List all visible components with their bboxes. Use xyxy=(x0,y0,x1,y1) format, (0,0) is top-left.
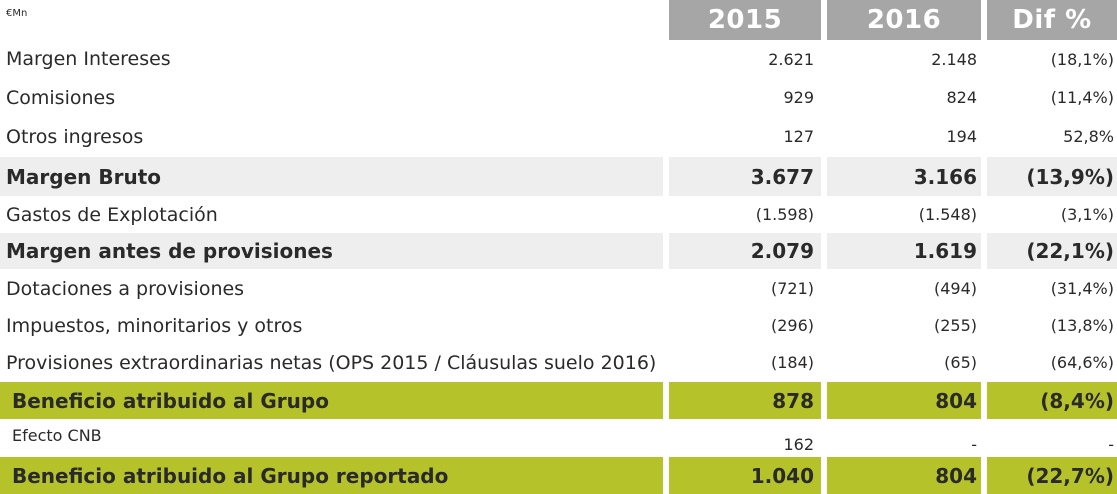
table-row: Dotaciones a provisiones (721) (494) (31… xyxy=(0,270,1117,307)
value-dif: (13,9%) xyxy=(987,157,1117,196)
value-2016: (1.548) xyxy=(918,205,977,224)
value-2015: (296) xyxy=(770,316,814,335)
value-dif: (22,7%) xyxy=(987,457,1117,494)
row-label: Dotaciones a provisiones xyxy=(6,277,245,300)
table-row: Gastos de Explotación (1.598) (1.548) (3… xyxy=(0,196,1117,233)
value-dif: (22,1%) xyxy=(987,233,1117,269)
table-row: Provisiones extraordinarias netas (OPS 2… xyxy=(0,344,1117,381)
value-2016: 2.148 xyxy=(931,49,977,69)
subtotal-row: Margen Bruto 3.677 3.166 (13,9%) xyxy=(0,157,1117,196)
row-label: Provisiones extraordinarias netas (OPS 2… xyxy=(6,351,657,374)
value-2016: 194 xyxy=(946,127,977,146)
row-label: Beneficio atribuido al Grupo xyxy=(0,382,663,419)
row-label: Comisiones xyxy=(6,86,116,109)
value-2015: (184) xyxy=(770,353,814,372)
value-2016: (65) xyxy=(944,353,977,372)
value-2015: 878 xyxy=(669,382,821,419)
value-2015: 127 xyxy=(783,127,814,146)
table-row: Otros ingresos 127 194 52,8% xyxy=(0,117,1117,156)
value-2015: 1.040 xyxy=(669,457,821,494)
value-dif: 52,8% xyxy=(1063,127,1114,146)
value-2016: 3.166 xyxy=(827,157,981,196)
value-2015: 2.079 xyxy=(669,233,821,269)
value-dif: (3,1%) xyxy=(1060,205,1114,224)
value-2015: 929 xyxy=(783,88,814,107)
highlight-row: Beneficio atribuido al Grupo reportado 1… xyxy=(0,457,1117,494)
column-header-2016: 2016 xyxy=(827,0,981,40)
table-row: Impuestos, minoritarios y otros (296) (2… xyxy=(0,307,1117,344)
value-2016: 804 xyxy=(827,457,981,494)
row-label: Gastos de Explotación xyxy=(6,203,218,226)
row-label: Margen antes de provisiones xyxy=(0,233,663,269)
value-2015: 2.621 xyxy=(768,49,814,69)
value-dif: (8,4%) xyxy=(987,382,1117,419)
column-header-2015: 2015 xyxy=(669,0,821,40)
currency-label: €Mn xyxy=(6,8,28,19)
row-label: Otros ingresos xyxy=(6,125,144,148)
column-header-dif: Dif % xyxy=(987,0,1117,40)
table-row: Margen Intereses 2.621 2.148 (18,1%) xyxy=(0,40,1117,78)
value-2015: 162 xyxy=(783,435,814,454)
value-2016: 804 xyxy=(827,382,981,419)
table-row: Efecto CNB 162 - - xyxy=(0,420,1117,456)
value-dif: (31,4%) xyxy=(1050,279,1114,298)
value-2016: (255) xyxy=(933,316,977,335)
value-dif: - xyxy=(1108,435,1114,454)
table-header: €Mn 2015 2016 Dif % xyxy=(0,0,1117,40)
row-label: Impuestos, minoritarios y otros xyxy=(6,314,303,337)
value-dif: (11,4%) xyxy=(1050,88,1114,107)
table-row: Comisiones 929 824 (11,4%) xyxy=(0,78,1117,117)
subtotal-row: Margen antes de provisiones 2.079 1.619 … xyxy=(0,233,1117,269)
value-2015: (1.598) xyxy=(755,205,814,224)
value-dif: (13,8%) xyxy=(1050,316,1114,335)
value-dif: (18,1%) xyxy=(1050,49,1114,69)
value-dif: (64,6%) xyxy=(1050,353,1114,372)
row-label: Efecto CNB xyxy=(12,426,102,445)
highlight-row: Beneficio atribuido al Grupo 878 804 (8,… xyxy=(0,382,1117,419)
value-2015: (721) xyxy=(770,279,814,298)
value-2016: 1.619 xyxy=(827,233,981,269)
value-2016: 824 xyxy=(946,88,977,107)
value-2015: 3.677 xyxy=(669,157,821,196)
value-2016: (494) xyxy=(933,279,977,298)
row-label: Beneficio atribuido al Grupo reportado xyxy=(0,457,663,494)
row-label: Margen Intereses xyxy=(6,48,171,70)
row-label: Margen Bruto xyxy=(0,157,663,196)
value-2016: - xyxy=(971,435,977,454)
